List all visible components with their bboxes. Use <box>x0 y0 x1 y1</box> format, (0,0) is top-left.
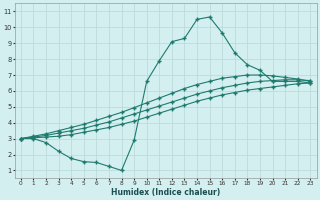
X-axis label: Humidex (Indice chaleur): Humidex (Indice chaleur) <box>111 188 220 197</box>
